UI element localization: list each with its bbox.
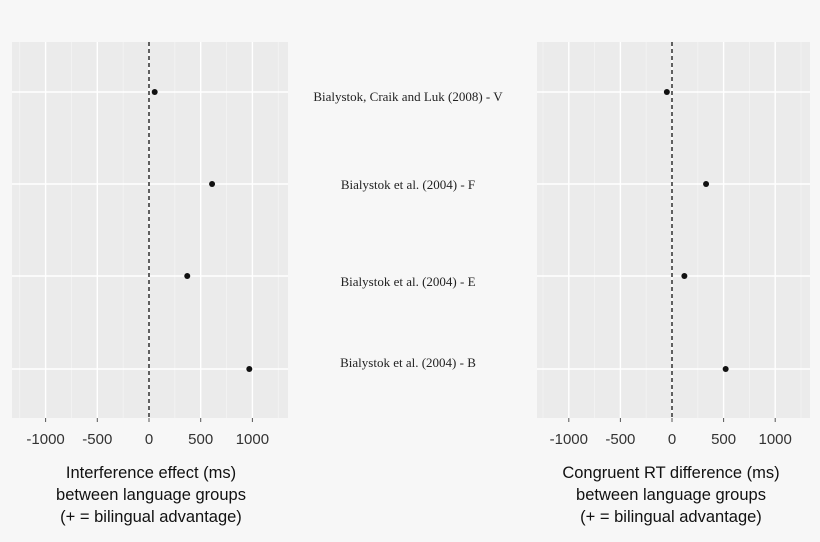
study-label: Bialystok et al. (2004) - E xyxy=(340,274,475,289)
x-tick-label: -1000 xyxy=(550,431,588,448)
data-point xyxy=(246,366,253,372)
x-tick-label: 0 xyxy=(668,431,676,448)
data-point xyxy=(703,181,710,187)
data-point xyxy=(722,366,729,372)
x-tick-label: 1000 xyxy=(759,431,792,448)
x-axis-title-line: (+ = bilingual advantage) xyxy=(580,508,762,526)
x-tick-label: 1000 xyxy=(236,431,269,448)
x-tick-label: 0 xyxy=(145,431,153,448)
x-tick-label: 500 xyxy=(711,431,736,448)
data-point xyxy=(681,273,688,279)
x-axis-title-line: Interference effect (ms) xyxy=(66,464,236,482)
congruent-rt-panel: -1000 -500 0 500 1000 Congruent RT difference… xyxy=(537,42,810,526)
x-tick-label: -1000 xyxy=(26,431,64,448)
data-point xyxy=(151,89,158,95)
x-tick-label: -500 xyxy=(82,431,112,448)
study-label: Bialystok et al. (2004) - F xyxy=(341,177,475,192)
study-label: Bialystok et al. (2004) - B xyxy=(340,355,476,370)
plot-background xyxy=(537,42,810,418)
data-point xyxy=(209,181,216,187)
study-labels: Bialystok, Craik and Luk (2008) - V Bialy… xyxy=(313,89,503,370)
x-axis-title-line: between language groups xyxy=(56,486,246,504)
x-tick-label: -500 xyxy=(605,431,635,448)
x-tick-label: 500 xyxy=(188,431,213,448)
x-axis-title-line: between language groups xyxy=(576,486,766,504)
x-axis-title-line: (+ = bilingual advantage) xyxy=(60,508,242,526)
plot-background xyxy=(12,42,288,418)
data-point xyxy=(184,273,191,279)
x-axis-title-line: Congruent RT difference (ms) xyxy=(562,464,779,482)
study-label: Bialystok, Craik and Luk (2008) - V xyxy=(313,89,503,104)
data-point xyxy=(663,89,670,95)
